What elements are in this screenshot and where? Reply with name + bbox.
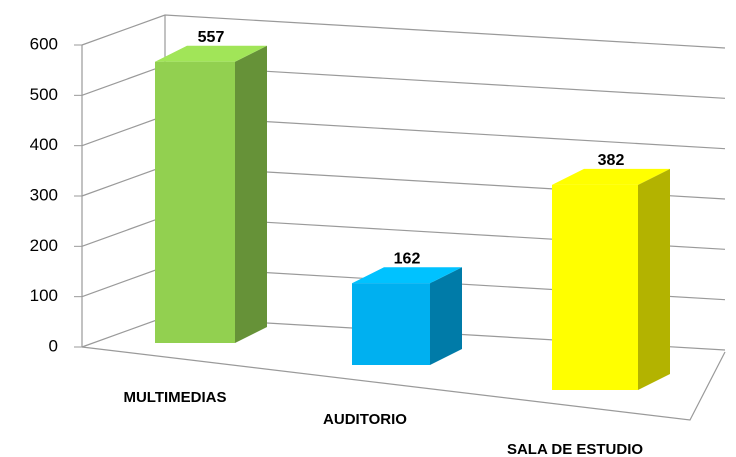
y-tick-label: 100 — [30, 286, 58, 305]
x-tick-label: AUDITORIO — [323, 411, 407, 428]
bar-side — [430, 267, 462, 365]
bar — [552, 184, 638, 390]
y-tick-label: 600 — [30, 34, 58, 53]
grid-line — [81, 14, 726, 49]
bar — [352, 283, 430, 365]
floor-edge — [81, 346, 726, 421]
bar-top — [155, 45, 267, 62]
y-tick-label: 0 — [49, 336, 58, 355]
x-tick-label: MULTIMEDIAS — [123, 389, 226, 406]
bar-top — [552, 168, 670, 185]
bar-side — [638, 168, 670, 390]
bar — [155, 61, 235, 344]
y-tick-label: 300 — [30, 185, 58, 204]
bar-side — [235, 45, 267, 344]
y-tick-label: 200 — [30, 236, 58, 255]
value-label: 162 — [394, 250, 421, 267]
y-tick-label: 400 — [30, 135, 58, 154]
y-tick-label: 500 — [30, 85, 58, 104]
value-label: 557 — [198, 29, 225, 46]
value-label: 382 — [598, 152, 625, 169]
x-tick-label: SALA DE ESTUDIO — [507, 441, 643, 457]
bar-top — [352, 267, 462, 284]
